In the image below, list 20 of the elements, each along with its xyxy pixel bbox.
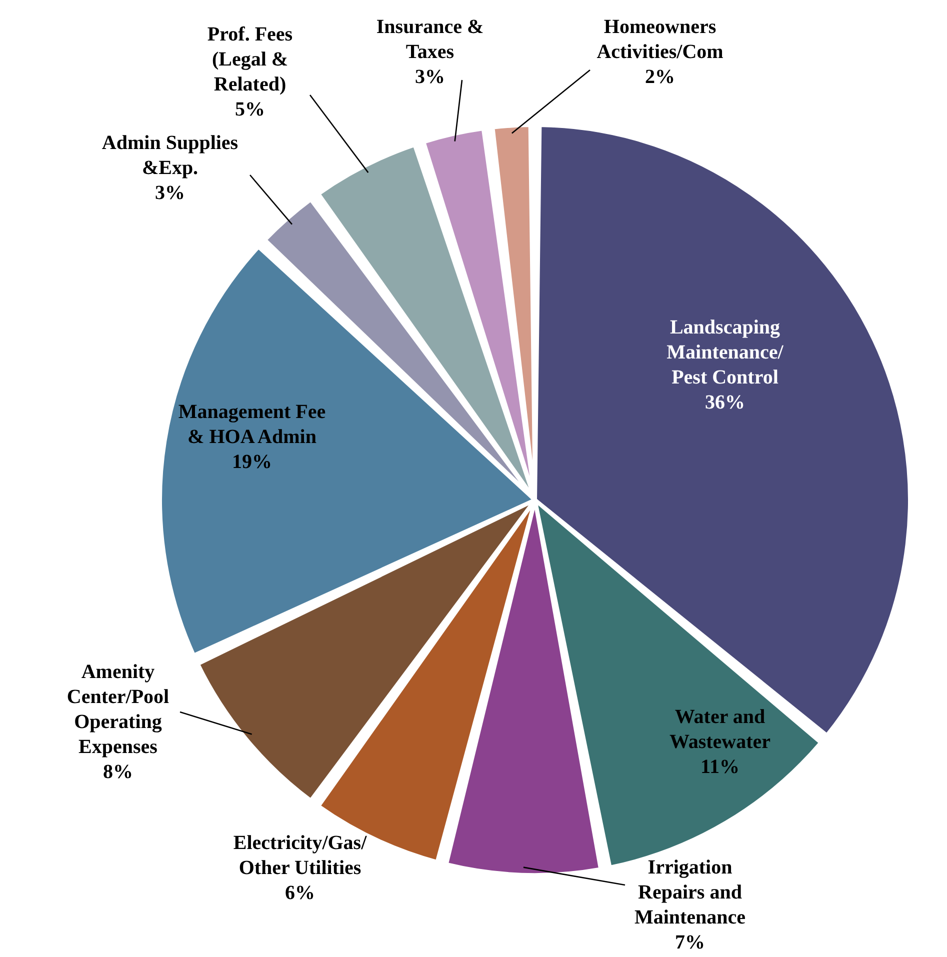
data-label: 19% [232,451,272,473]
slice-label: Admin Supplies &Exp. [102,132,238,179]
data-label: 2% [645,66,675,88]
data-label: 8% [103,761,133,783]
slice-label: Insurance & Taxes [376,16,484,63]
data-label: 3% [155,182,185,204]
slice-label: Prof. Fees (Legal & Related) [207,24,293,96]
data-label: 36% [705,392,745,414]
slice-label: Irrigation Repairs and Maintenance [634,856,746,928]
data-label: 7% [675,932,705,954]
slice-label: Landscaping Maintenance/ Pest Control [666,316,784,388]
data-label: 6% [285,882,315,904]
data-label: 5% [235,98,265,120]
slice-label: Management Fee & HOA Admin [178,401,326,448]
data-label: 3% [415,66,445,88]
slice-label: Homeowners Activities/Com [596,16,724,63]
slice-label: Amenity Center/Pool Operating Expenses [66,661,170,758]
slice-label: Electricity/Gas/ Other Utilities [233,832,368,879]
slice-label: Water and Wastewater [669,706,771,753]
data-label: 11% [700,756,740,778]
